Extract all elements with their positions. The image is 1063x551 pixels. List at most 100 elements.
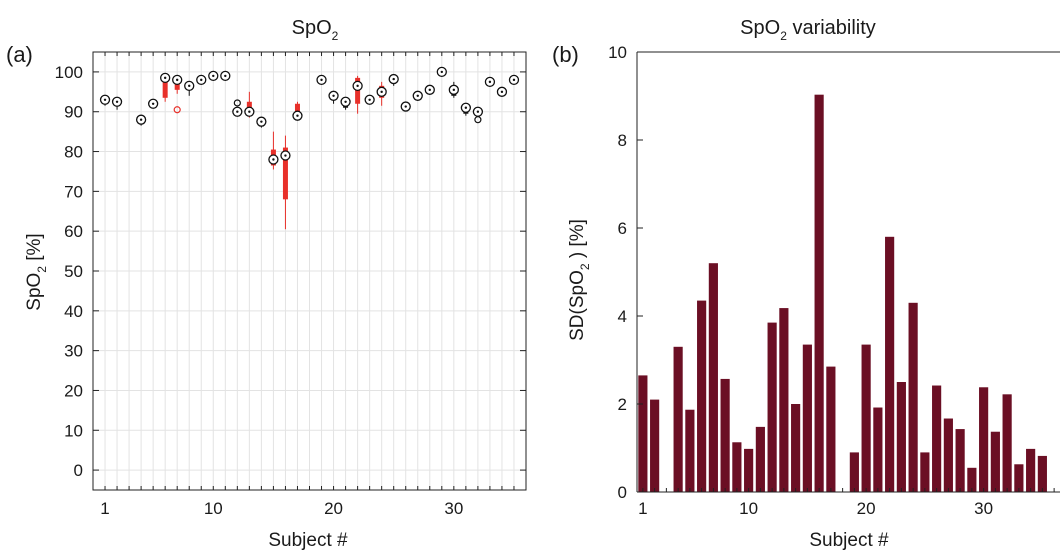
median-dot xyxy=(163,76,167,80)
bar-subject-34 xyxy=(1026,448,1036,492)
box-subject-8 xyxy=(184,80,195,96)
x-axis-label-b: Subject # xyxy=(809,530,889,551)
box-subject-21 xyxy=(340,96,351,110)
y-tick-label: 90 xyxy=(64,103,83,122)
median-dot xyxy=(368,98,371,101)
x-axis-label-a: Subject # xyxy=(268,530,348,551)
panel-label-a: (a) xyxy=(6,42,33,67)
bar-subject-24 xyxy=(908,302,918,492)
median-dot xyxy=(452,88,456,92)
bar-subject-28 xyxy=(955,429,965,492)
x-tick-label: 10 xyxy=(739,499,758,518)
x-tick-label: 10 xyxy=(204,499,223,518)
box-subject-20 xyxy=(328,90,339,104)
box-subject-29 xyxy=(436,66,447,78)
box-body xyxy=(282,147,288,200)
y-tick-label: 60 xyxy=(64,222,83,241)
box-subject-33 xyxy=(484,76,496,88)
bar-subject-35 xyxy=(1037,455,1047,492)
median-dot xyxy=(224,74,227,78)
median-dot xyxy=(416,94,419,98)
median-dot xyxy=(212,74,215,78)
box-subject-5 xyxy=(147,98,159,109)
y-axis-ticks: 0 10 20 30 40 50 60 70 80 90 100 xyxy=(55,63,526,480)
x-tick-label: 1 xyxy=(638,499,647,518)
bar-chart-panel: (b) SpO2 variability 0 2 4 6 8 10 1 10 20 30 Sub… xyxy=(552,17,1060,551)
median-dot xyxy=(404,105,407,108)
median-dot xyxy=(236,110,239,113)
bar-subject-25 xyxy=(920,452,930,492)
median-dot xyxy=(464,106,468,109)
x-axis-ticks: 1 10 20 30 xyxy=(100,52,515,518)
chart-title-b: SpO2 variability xyxy=(740,17,876,43)
x-tick-label: 30 xyxy=(974,499,993,518)
box-subject-4 xyxy=(135,114,147,126)
box-subject-32 xyxy=(472,106,484,124)
bar-subject-5 xyxy=(685,409,695,492)
median-dot xyxy=(392,77,395,81)
box-subject-6 xyxy=(160,72,171,102)
bar-subject-19 xyxy=(849,452,859,492)
box-subject-24 xyxy=(376,81,387,106)
box-subject-14 xyxy=(256,116,267,128)
box-subject-13 xyxy=(244,91,255,118)
bar-subject-32 xyxy=(1002,394,1012,492)
panel-label-b: (b) xyxy=(552,42,579,67)
bar-subject-7 xyxy=(708,263,718,492)
box-subject-31 xyxy=(460,102,472,116)
chart-title-a: SpO2 xyxy=(292,17,339,43)
box-marks xyxy=(99,66,520,230)
median-dot xyxy=(488,80,492,84)
median-dot xyxy=(151,102,155,105)
box-subject-34 xyxy=(496,86,508,97)
bar-subject-10 xyxy=(744,448,754,492)
box-subject-23 xyxy=(364,94,375,105)
y-axis-ticks: 0 2 4 6 8 10 xyxy=(608,43,643,502)
median-dot xyxy=(344,100,347,103)
x-axis-ticks: 1 10 20 30 xyxy=(638,488,1055,518)
y-axis-label-a: SpO2 [%] xyxy=(24,233,49,310)
median-dot xyxy=(260,120,263,123)
y-tick-label: 30 xyxy=(64,342,83,361)
bar-subject-30 xyxy=(979,387,989,492)
bar-subject-27 xyxy=(943,418,953,492)
y-tick-label: 10 xyxy=(64,421,83,440)
box-subject-16 xyxy=(280,135,291,230)
y-tick-label: 70 xyxy=(64,182,83,201)
bar-subject-4 xyxy=(673,346,683,492)
bar-subject-13 xyxy=(779,308,789,492)
median-dot xyxy=(476,110,480,113)
y-tick-label: 50 xyxy=(64,262,83,281)
y-tick-label: 10 xyxy=(608,43,627,62)
median-dot xyxy=(284,154,287,157)
median-dot xyxy=(175,78,179,82)
median-dot xyxy=(332,94,335,98)
outlier-marker xyxy=(173,106,181,114)
bar-subject-20 xyxy=(861,344,871,492)
box-subject-25 xyxy=(388,73,399,86)
box-subject-28 xyxy=(424,84,435,95)
box-subject-7 xyxy=(172,74,183,114)
y-tick-label: 40 xyxy=(64,302,83,321)
median-dot xyxy=(440,70,444,74)
x-tick-label: 1 xyxy=(100,499,109,518)
bar-subject-1 xyxy=(638,375,648,492)
bar-subject-15 xyxy=(802,344,812,492)
median-dot xyxy=(512,78,516,82)
bar-subject-2 xyxy=(650,399,660,492)
bar-subject-11 xyxy=(755,426,765,492)
bar-subject-29 xyxy=(967,467,977,492)
median-dot xyxy=(139,118,143,121)
y-tick-label: 2 xyxy=(618,395,627,414)
box-subject-2 xyxy=(111,96,123,110)
bar-subject-16 xyxy=(814,94,824,493)
y-tick-label: 0 xyxy=(618,483,627,502)
outlier-marker xyxy=(233,99,241,107)
x-tick-label: 30 xyxy=(444,499,463,518)
y-axis-label-b: SD(SpO2 ) [%] xyxy=(567,219,592,341)
median-dot xyxy=(115,100,119,103)
grid xyxy=(93,52,526,490)
bar-subject-12 xyxy=(767,322,777,492)
